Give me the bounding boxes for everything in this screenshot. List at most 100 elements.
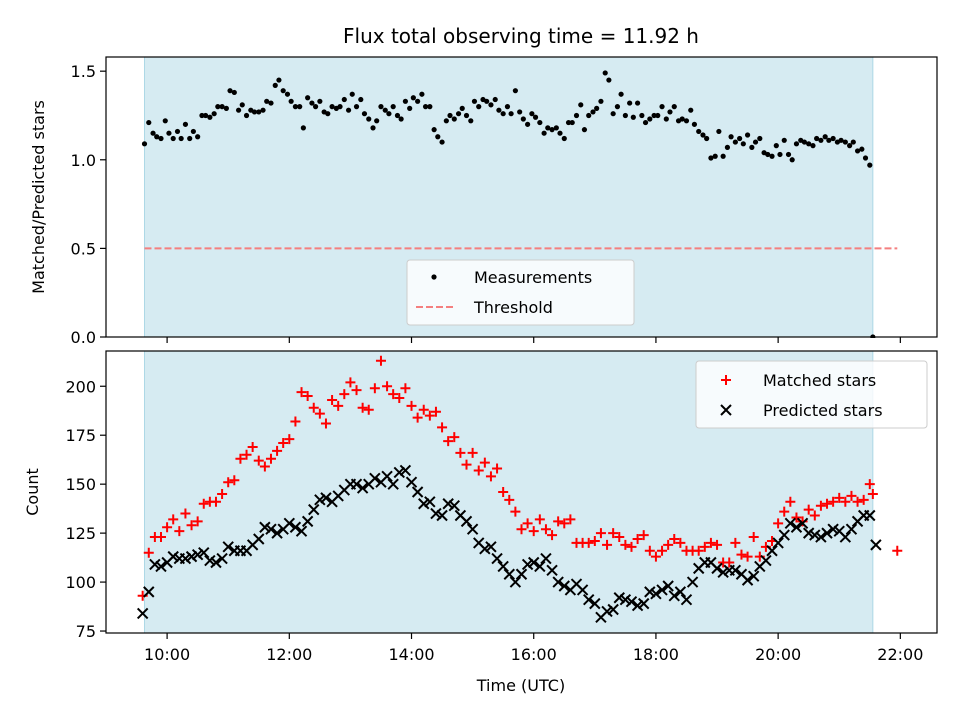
y-tick-label: 100 [65,573,96,592]
matched-star-point [892,545,903,556]
matched-star-point [504,494,515,505]
matched-star-point [736,549,747,560]
measurement-point [737,135,743,142]
top-panel: 0.0 0.5 1.0 1.5 Matched/Predicted stars Measu… [29,56,938,347]
matched-star-point [437,422,448,433]
measurement-point [663,116,669,122]
matched-star-point [174,526,185,537]
matched-star-point [369,383,380,394]
matched-star-point [498,487,509,497]
predicted-star-point [589,597,601,610]
measurement-point [691,121,698,127]
measurement-point [520,116,526,122]
measurement-point [415,98,421,104]
matched-star-point [547,530,558,541]
predicted-star-point [552,576,564,588]
data-marks [136,355,903,624]
predicted-star-point [301,515,314,528]
predicted-star-point [216,552,228,565]
matched-star-point [644,545,655,556]
matched-star-point [742,551,753,562]
matched-star-point [846,490,857,501]
matched-star-point [693,545,704,556]
matched-star-point [382,381,393,392]
measurement-point [471,98,478,104]
legend: Measurements Threshold [406,259,635,326]
y-tick-label: 200 [65,377,96,396]
measurement-point [439,139,445,145]
matched-star-point [724,557,735,568]
predicted-star-point [766,545,778,557]
measurement-point [280,88,286,94]
measurement-point [447,112,453,119]
predicted-star-point [155,560,167,573]
measurement-point [292,104,299,110]
y-axis-label: Count [23,468,42,516]
predicted-star-point [650,588,662,600]
measurement-point [386,111,392,117]
legend: Matched stars Predicted stars [695,360,928,429]
matched-star-point [455,447,466,458]
predicted-star-point [711,562,723,575]
matched-star-point [638,530,649,541]
measurement-point [867,162,873,168]
measurement-point [517,109,523,115]
matched-star-point [705,537,716,548]
measurement-point [443,118,449,124]
matched-star-point [540,524,551,535]
predicted-star-point [369,472,381,484]
predicted-star-point [796,517,809,530]
matched-star-point [620,539,631,550]
matched-star-point [748,532,759,543]
legend-predicted-marker [720,404,732,416]
measurement-point [345,107,352,113]
x-tick-label: 18:00 [633,645,679,664]
matched-star-point [314,408,325,419]
x-tick-label: 16:00 [511,645,557,664]
measurement-point [215,104,221,110]
measurement-point [223,105,229,111]
predicted-star-point [515,568,528,580]
measurement-point [288,98,294,104]
measurement-point [219,104,225,110]
matched-star-point [803,504,814,515]
predicted-star-point [222,541,234,553]
predicted-star-point [778,529,790,541]
matched-star-point [791,512,802,523]
measurement-point [618,91,624,97]
matched-star-point [815,500,826,511]
measurement-point [141,141,148,147]
measurement-point [708,155,714,161]
predicted-star-point [790,521,803,533]
predicted-star-point [460,515,473,528]
matched-star-point [828,496,839,507]
measurement-point [260,107,266,113]
y-tick-label: 1.0 [71,151,96,170]
legend-label-matched: Matched stars [763,371,876,390]
measurement-point [529,111,535,117]
matched-star-point [602,539,613,550]
matched-star-point [699,541,710,552]
matched-star-point [449,432,460,443]
measurement-point [557,130,563,136]
matched-star-point [779,506,790,517]
y-tick-label: 125 [65,524,96,543]
measurement-point [862,155,869,161]
predicted-star-point [662,580,674,592]
measurement-point [272,82,278,88]
measurement-point [211,111,217,117]
matched-star-point [614,532,625,543]
predicted-star-point [308,503,320,516]
predicted-star-point [253,533,265,545]
predicted-star-point [381,470,393,483]
measurement-point [317,98,323,104]
measurement-point [732,139,738,145]
measurement-point [818,137,824,143]
measurement-point [366,116,372,122]
predicted-star-point [656,584,668,596]
measurement-point [459,105,465,111]
matched-star-point [241,449,252,460]
measurement-point [431,127,437,133]
predicted-star-point [509,576,522,588]
matched-star-point [308,402,319,413]
